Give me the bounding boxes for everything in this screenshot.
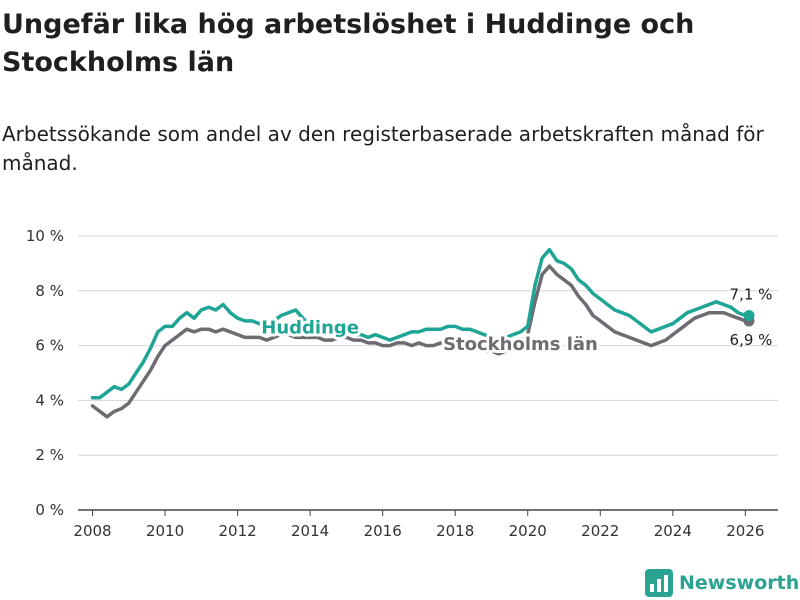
x-tick-label: 2020 (509, 522, 547, 540)
chart-title: Ungefär lika hög arbetslöshet i Huddinge… (2, 9, 695, 78)
series-end-dot-huddinge (743, 309, 755, 321)
end-label-stockholms-lan: 6,9 % (730, 331, 773, 349)
y-tick-label: 2 % (35, 446, 64, 464)
series-annotation-stockholms-lan: Stockholms län (443, 334, 598, 355)
bar-chart-logo-icon (645, 569, 673, 597)
y-tick-label: 8 % (35, 282, 64, 300)
end-label-huddinge: 7,1 % (730, 285, 773, 303)
series-line-stockholms-lan (90, 264, 751, 419)
brand-name: Newsworthy (679, 572, 800, 594)
x-tick-label: 2024 (654, 522, 692, 540)
x-tick-label: 2018 (436, 522, 474, 540)
series-line-huddinge (90, 247, 751, 400)
series-layer (90, 247, 755, 419)
series-annotation-huddinge: Huddinge (261, 317, 359, 338)
x-tick-label: 2010 (146, 522, 184, 540)
x-tick-label: 2022 (581, 522, 619, 540)
x-tick-label: 2016 (364, 522, 402, 540)
brand-logo: Newsworthy (645, 569, 800, 597)
label-layer: 7,1 % 6,9 % Huddinge Stockholms län (258, 285, 773, 357)
x-tick-label: 2008 (73, 522, 111, 540)
x-tick-label: 2026 (726, 522, 764, 540)
y-tick-label: 6 % (35, 337, 64, 355)
x-tick-label: 2014 (291, 522, 329, 540)
x-tick-label: 2012 (218, 522, 256, 540)
y-tick-label: 4 % (35, 391, 64, 409)
y-tick-label: 0 % (35, 501, 64, 519)
y-tick-label: 10 % (26, 227, 64, 245)
grid-layer: 0 % 2 % 4 % 6 % 8 % 10 % 2008 2010 2012 2014 2016 2… (26, 227, 778, 540)
chart-subtitle: Arbetssökande som andel av den registerb… (2, 122, 764, 175)
